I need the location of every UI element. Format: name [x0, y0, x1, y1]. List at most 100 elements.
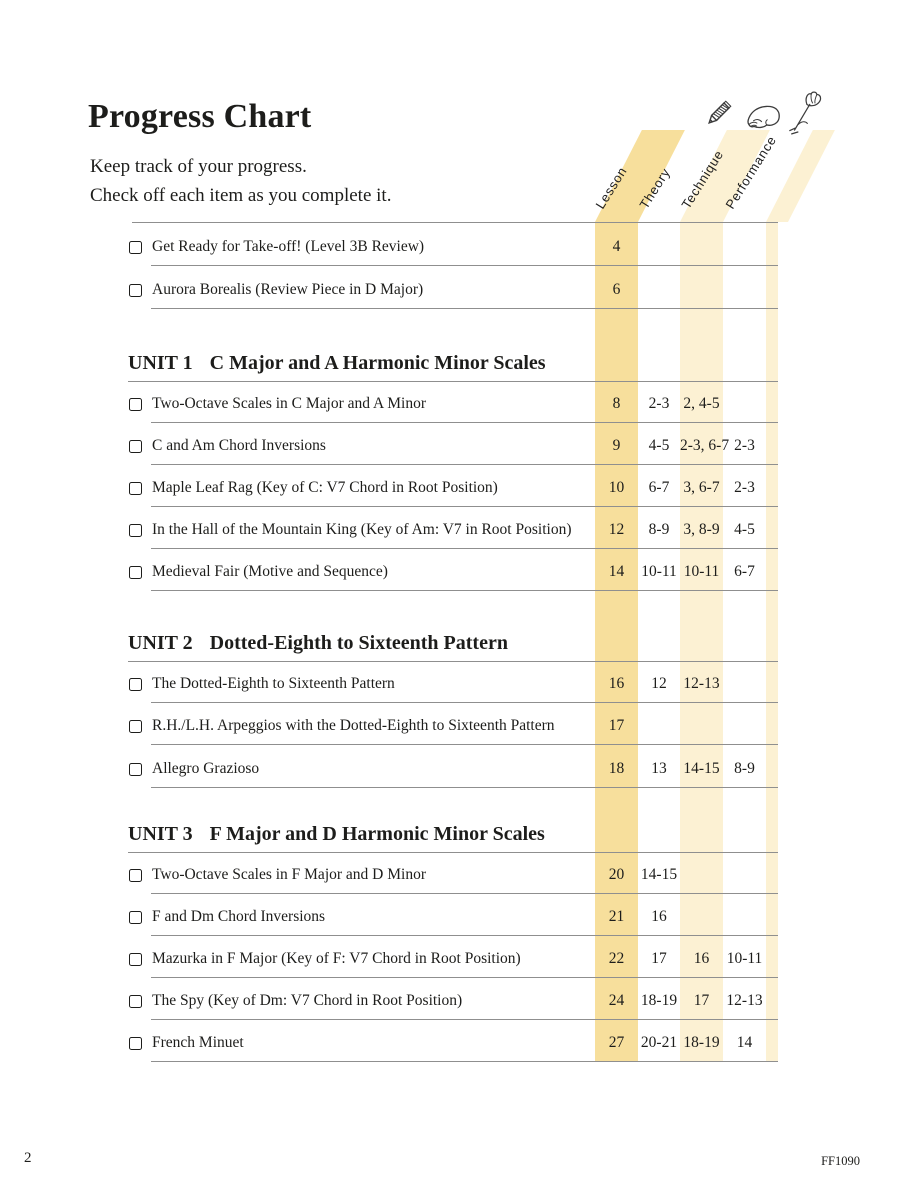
- performance-page-cell: 12-13: [726, 992, 763, 1009]
- table-row: The Spy (Key of Dm: V7 Chord in Root Pos…: [129, 978, 778, 1020]
- row-title: Maple Leaf Rag (Key of C: V7 Chord in Ro…: [152, 479, 498, 496]
- table-row: Maple Leaf Rag (Key of C: V7 Chord in Ro…: [129, 465, 778, 507]
- table-row: Aurora Borealis (Review Piece in D Major…: [129, 266, 778, 309]
- row-title: Mazurka in F Major (Key of F: V7 Chord i…: [152, 950, 521, 967]
- table-row: Medieval Fair (Motive and Sequence) 14 10-…: [129, 549, 778, 591]
- table-row: Two-Octave Scales in F Major and D Minor…: [129, 853, 778, 894]
- row-title: F and Dm Chord Inversions: [152, 908, 326, 925]
- row-checkbox[interactable]: [129, 763, 142, 776]
- theory-page-cell: 13: [651, 760, 667, 777]
- row-checkbox[interactable]: [129, 953, 142, 966]
- theory-page-cell: 4-5: [648, 437, 670, 454]
- row-checkbox[interactable]: [129, 1037, 142, 1050]
- row-title: Get Ready for Take-off! (Level 3B Review…: [152, 238, 425, 255]
- unit-title: C Major and A Harmonic Minor Scales: [209, 352, 546, 374]
- table-row: Mazurka in F Major (Key of F: V7 Chord i…: [129, 936, 778, 978]
- performance-page-cell: 2-3: [734, 479, 755, 496]
- unit-number: UNIT 2: [128, 632, 193, 654]
- subtitle-line-2: Check off each item as you complete it.: [90, 185, 392, 206]
- row-checkbox[interactable]: [129, 524, 142, 537]
- technique-page-cell: 18-19: [683, 1034, 720, 1051]
- page-number: 2: [24, 1150, 32, 1166]
- row-title: Two-Octave Scales in C Major and A Minor: [152, 395, 426, 412]
- row-checkbox[interactable]: [129, 398, 142, 411]
- theory-page-cell: 14-15: [640, 866, 678, 883]
- table-row: Get Ready for Take-off! (Level 3B Review…: [129, 222, 778, 266]
- theory-page-cell: 8-9: [648, 521, 670, 538]
- row-checkbox[interactable]: [129, 284, 142, 297]
- lesson-page-cell: 4: [612, 238, 621, 255]
- technique-page-cell: 17: [693, 992, 710, 1009]
- technique-page-cell: 14-15: [683, 760, 720, 777]
- publisher-code: FF1090: [821, 1154, 860, 1168]
- lesson-page-cell: 21: [608, 908, 625, 925]
- theory-page-cell: 12: [651, 675, 667, 692]
- lesson-page-cell: 10: [608, 479, 625, 496]
- row-checkbox[interactable]: [129, 995, 142, 1008]
- table-row: C and Am Chord Inversions 9 4-5 2-3, 6-7 2-3: [129, 423, 778, 465]
- technique-page-cell: 3, 6-7: [683, 479, 720, 496]
- row-checkbox[interactable]: [129, 440, 142, 453]
- lesson-column-stripe: [595, 222, 638, 1062]
- table-top-rule: [132, 222, 778, 223]
- lesson-page-cell: 27: [608, 1034, 625, 1051]
- row-title: The Spy (Key of Dm: V7 Chord in Root Pos…: [152, 992, 463, 1009]
- table-row: R.H./L.H. Arpeggios with the Dotted-Eigh…: [129, 703, 778, 745]
- table-row: Allegro Grazioso 18 13 14-15 8-9: [129, 745, 778, 788]
- row-checkbox[interactable]: [129, 241, 142, 254]
- lesson-page-cell: 17: [608, 717, 625, 734]
- row-title: R.H./L.H. Arpeggios with the Dotted-Eigh…: [152, 717, 555, 734]
- unit-title: Dotted-Eighth to Sixteenth Pattern: [209, 632, 508, 654]
- row-title: C and Am Chord Inversions: [152, 437, 326, 454]
- unit-number: UNIT 3: [128, 823, 193, 845]
- row-checkbox[interactable]: [129, 566, 142, 579]
- technique-page-cell: 16: [693, 950, 710, 967]
- lesson-page-cell: 24: [608, 992, 625, 1009]
- unit-heading: UNIT 2 Dotted-Eighth to Sixteenth Pattern: [128, 622, 778, 662]
- table-row: The Dotted-Eighth to Sixteenth Pattern 16…: [129, 662, 778, 703]
- table-row: F and Dm Chord Inversions 21 16: [129, 894, 778, 936]
- row-checkbox[interactable]: [129, 720, 142, 733]
- row-checkbox[interactable]: [129, 869, 142, 882]
- lesson-page-cell: 20: [608, 866, 625, 883]
- row-checkbox[interactable]: [129, 911, 142, 924]
- technique-page-cell: 12-13: [683, 675, 720, 692]
- row-title: The Dotted-Eighth to Sixteenth Pattern: [152, 675, 395, 692]
- lesson-page-cell: 8: [612, 395, 621, 412]
- row-title: In the Hall of the Mountain King (Key of…: [152, 521, 572, 538]
- table-row: French Minuet 27 20-21 18-19 14: [129, 1020, 778, 1062]
- lesson-page-cell: 6: [612, 281, 621, 298]
- performance-page-cell: 4-5: [734, 521, 755, 538]
- lesson-page-cell: 9: [612, 437, 621, 454]
- theory-page-cell: 18-19: [640, 992, 678, 1009]
- technique-page-cell: 2, 4-5: [683, 395, 720, 412]
- theory-page-cell: 2-3: [648, 395, 670, 412]
- lesson-page-cell: 18: [608, 760, 625, 777]
- row-title: Medieval Fair (Motive and Sequence): [152, 563, 388, 580]
- unit-heading: UNIT 1 C Major and A Harmonic Minor Scale…: [128, 342, 778, 382]
- technique-page-cell: 2-3, 6-7: [680, 437, 730, 454]
- theory-page-cell: 16: [651, 908, 667, 925]
- performance-page-cell: 2-3: [734, 437, 755, 454]
- pencil-icon: [698, 94, 738, 139]
- row-checkbox[interactable]: [129, 678, 142, 691]
- page-subtitle: Keep track of your progress. Check off e…: [90, 152, 391, 210]
- unit-number: UNIT 1: [128, 352, 193, 374]
- table-row: In the Hall of the Mountain King (Key of…: [129, 507, 778, 549]
- unit-title: F Major and D Harmonic Minor Scales: [209, 823, 545, 845]
- theory-page-cell: 17: [651, 950, 667, 967]
- lesson-page-cell: 14: [608, 563, 625, 580]
- row-title: Aurora Borealis (Review Piece in D Major…: [152, 281, 424, 298]
- theory-page-cell: 10-11: [641, 563, 677, 580]
- theory-page-cell: 20-21: [640, 1034, 678, 1051]
- table-row: Two-Octave Scales in C Major and A Minor…: [129, 382, 778, 423]
- hand-icon: [742, 100, 784, 137]
- row-title: Allegro Grazioso: [152, 760, 260, 777]
- performance-page-cell: 8-9: [734, 760, 755, 777]
- performance-page-cell: 14: [736, 1034, 753, 1051]
- performance-page-cell: 6-7: [734, 563, 755, 580]
- performance-page-cell: 10-11: [726, 950, 763, 967]
- row-checkbox[interactable]: [129, 482, 142, 495]
- flower-icon: [786, 90, 824, 141]
